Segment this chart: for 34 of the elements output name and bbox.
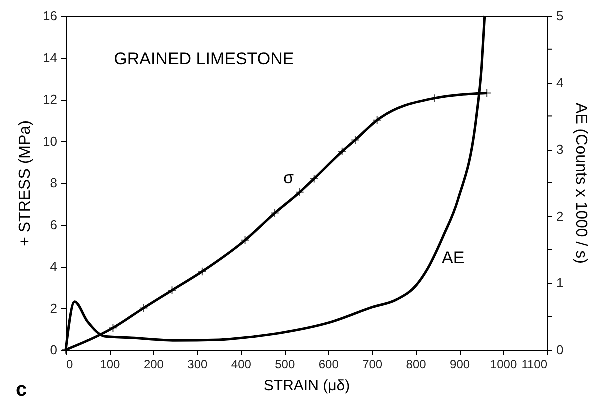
- text: c: [16, 379, 28, 401]
- y-tick-label: 0: [50, 342, 58, 358]
- y-tick-label: 14: [43, 50, 58, 66]
- x-tick-label: 300: [188, 358, 208, 372]
- series-label: σ: [283, 168, 294, 188]
- y-tick-label: 2: [50, 300, 58, 316]
- x-tick-label: 600: [318, 358, 340, 372]
- y-axis-title: + STRESS (MPa): [17, 120, 34, 246]
- y2-axis-title: AE (Counts x 1000 / s): [572, 103, 590, 264]
- y2-tick-label: 2: [556, 208, 564, 224]
- x-axis-title: STRAIN (μδ): [264, 378, 350, 394]
- x-tick-label: 100: [100, 358, 121, 372]
- x-tick-label: 800: [406, 358, 427, 372]
- x-tick-label: 400: [231, 358, 252, 372]
- y-tick-label: 10: [43, 134, 58, 149]
- x-tick-label: 900: [450, 358, 470, 372]
- x-tick-label: 200: [144, 358, 164, 372]
- x-tick-label: 700: [362, 358, 383, 372]
- y2-tick-label: 1: [556, 276, 564, 291]
- y-tick-label: 4: [50, 259, 58, 274]
- y2-tick-label: 3: [556, 142, 564, 158]
- x-tick-label: 1000: [490, 358, 518, 372]
- y-tick-label: 8: [50, 176, 58, 190]
- y-tick-label: 16: [43, 8, 58, 24]
- x-tick-label: 1100: [522, 358, 548, 372]
- y-tick-label: 12: [43, 92, 58, 107]
- series-label: AE: [442, 248, 465, 268]
- y2-tick-label: 0: [556, 342, 564, 358]
- x-tick-label: 0: [66, 358, 74, 372]
- annotation: GRAINED LIMESTONE: [114, 49, 294, 68]
- x-tick-label: 500: [275, 358, 296, 372]
- y-tick-label: 6: [50, 217, 58, 232]
- y2-tick-label: 4: [556, 75, 564, 90]
- y2-tick-label: 5: [556, 8, 564, 24]
